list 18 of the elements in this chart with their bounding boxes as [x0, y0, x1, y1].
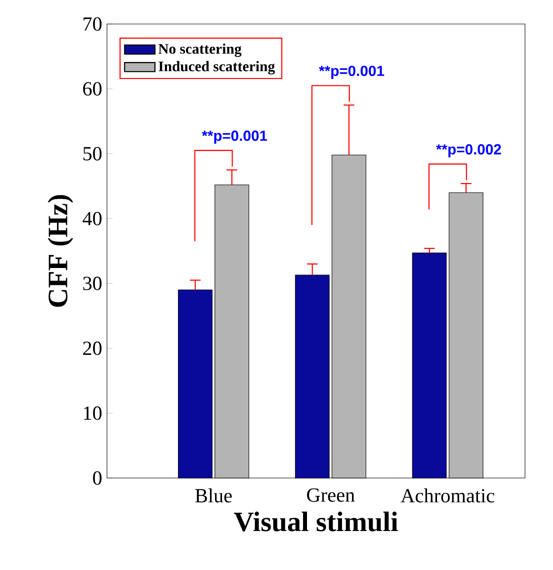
y-tick-label: 60	[83, 82, 102, 96]
legend-label: No scattering	[158, 44, 242, 57]
annotation: **p=0.001	[202, 130, 268, 144]
y-tick-label: 10	[84, 406, 102, 420]
x-tick-label: Blue	[195, 488, 232, 502]
x-tick-label: Green	[307, 488, 355, 502]
y-tick-label: 40	[82, 212, 102, 226]
annotation: **p=0.002	[436, 144, 502, 158]
x-tick-label: Achromatic	[400, 488, 494, 502]
y-tick-label: 20	[83, 342, 102, 356]
y-tick-label: 0	[93, 471, 102, 485]
y-axis-title: CFF (Hz)	[48, 195, 74, 307]
y-tick-label: 50	[83, 146, 102, 160]
y-tick-label: 70	[84, 17, 102, 31]
annotation: **p=0.001	[318, 66, 384, 79]
legend-label: Induced scattering	[158, 61, 275, 74]
y-tick-label: 30	[83, 276, 102, 290]
x-axis-title: Visual stimuli	[234, 512, 398, 532]
